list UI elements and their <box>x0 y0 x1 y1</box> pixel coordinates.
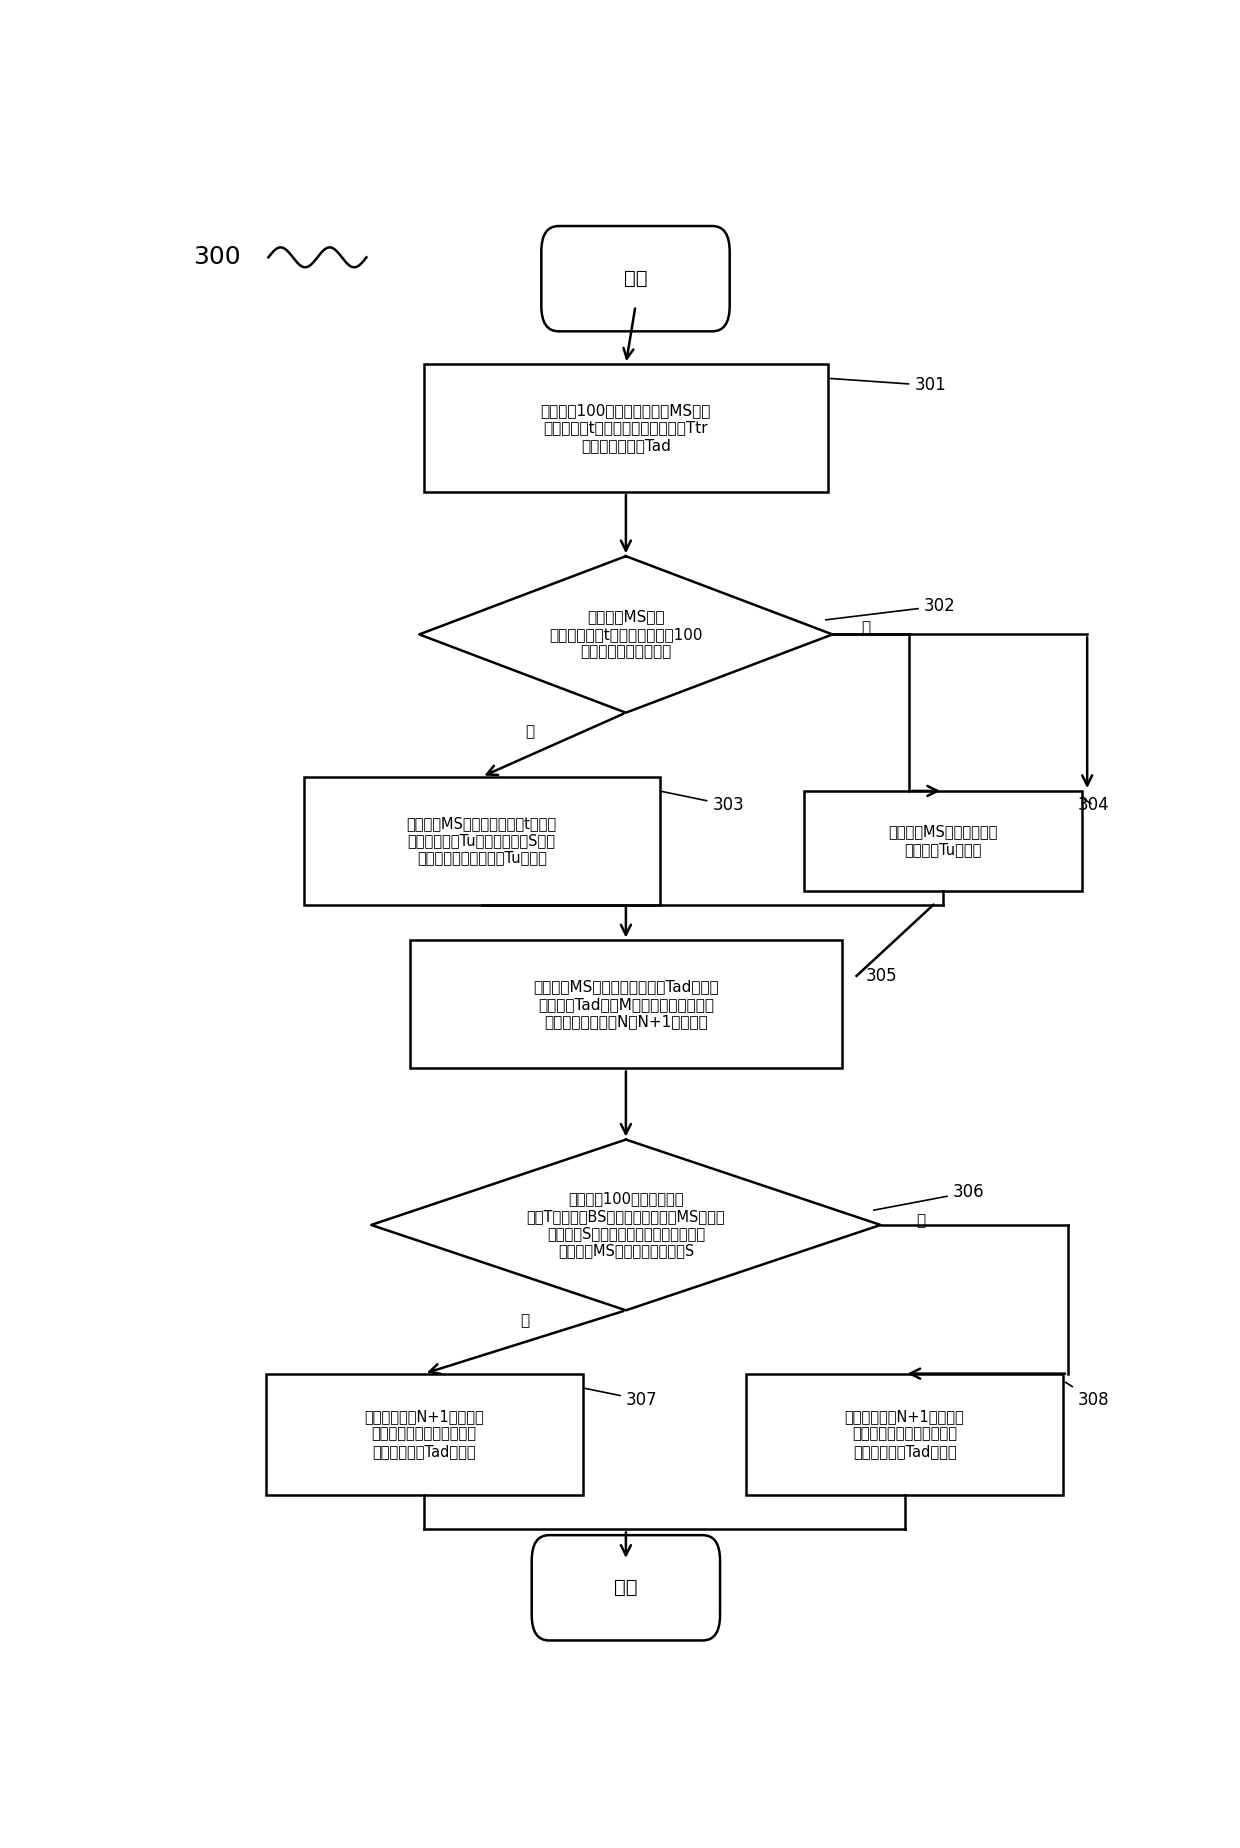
FancyBboxPatch shape <box>424 364 828 492</box>
FancyBboxPatch shape <box>265 1373 583 1495</box>
Text: 开始: 开始 <box>624 270 647 288</box>
Text: 是: 是 <box>521 1312 529 1327</box>
Text: 304: 304 <box>1078 796 1110 815</box>
Text: 定位标签MS进入计时调整时段Tad，计时
调整时段Tad包含M个空指令集合，每个
空指令集合中包含N或N+1条空指令: 定位标签MS进入计时调整时段Tad，计时 调整时段Tad包含M个空指令集合，每个… <box>533 979 719 1029</box>
Polygon shape <box>371 1140 880 1310</box>
FancyBboxPatch shape <box>746 1373 1063 1495</box>
Text: 定位标签MS记录定位信号
发射时段Tu的时长: 定位标签MS记录定位信号 发射时段Tu的时长 <box>888 824 998 857</box>
Text: 结束: 结束 <box>614 1578 637 1597</box>
Text: 否: 否 <box>862 619 870 636</box>
Text: 300: 300 <box>193 246 241 270</box>
Text: 适当增加执行N+1条空指令
的空指令集合的个数来延长
计时调整时段Tad的时长: 适当增加执行N+1条空指令 的空指令集合的个数来延长 计时调整时段Tad的时长 <box>365 1410 484 1460</box>
Text: 是: 是 <box>526 724 534 739</box>
Text: 302: 302 <box>826 597 956 619</box>
Text: 定位标签MS判断
当前定位时隙t是否为定位系统100
分配给自身的定位时隙: 定位标签MS判断 当前定位时隙t是否为定位系统100 分配给自身的定位时隙 <box>549 610 703 660</box>
Text: 定位系统100根据上一定位
周期T中定位基BS接收到的定位标签MS发射的
定位信号S的时间和个数，确定是否所有
定位标签MS都发射了定位信号S: 定位系统100根据上一定位 周期T中定位基BS接收到的定位标签MS发射的 定位信… <box>527 1192 725 1258</box>
Text: 定位系统100将每个定位标签MS的每
个定位时隙t分为定位信号发射时段Ttr
和计时调整时段Tad: 定位系统100将每个定位标签MS的每 个定位时隙t分为定位信号发射时段Ttr 和… <box>541 403 711 453</box>
Text: 308: 308 <box>1065 1382 1110 1408</box>
FancyBboxPatch shape <box>532 1536 720 1641</box>
Text: 301: 301 <box>831 377 946 394</box>
Polygon shape <box>419 556 832 713</box>
FancyBboxPatch shape <box>542 225 729 331</box>
Text: 适当减少执行N+1条空指令
的空指令集合的个数来缩短
计时调整时段Tad的时长: 适当减少执行N+1条空指令 的空指令集合的个数来缩短 计时调整时段Tad的时长 <box>844 1410 965 1460</box>
FancyBboxPatch shape <box>409 941 842 1068</box>
FancyBboxPatch shape <box>304 776 660 906</box>
Text: 303: 303 <box>662 791 744 815</box>
Text: 否: 否 <box>916 1212 925 1229</box>
FancyBboxPatch shape <box>804 791 1083 891</box>
Text: 定位标签MS在当前定位时隙t的定位
信号发射时段Tu发射定位信号S，并
记录定位信号发射时段Tu的时长: 定位标签MS在当前定位时隙t的定位 信号发射时段Tu发射定位信号S，并 记录定位… <box>407 815 557 865</box>
Text: 306: 306 <box>874 1183 985 1210</box>
Text: 305: 305 <box>866 967 898 985</box>
Text: 307: 307 <box>585 1388 657 1408</box>
